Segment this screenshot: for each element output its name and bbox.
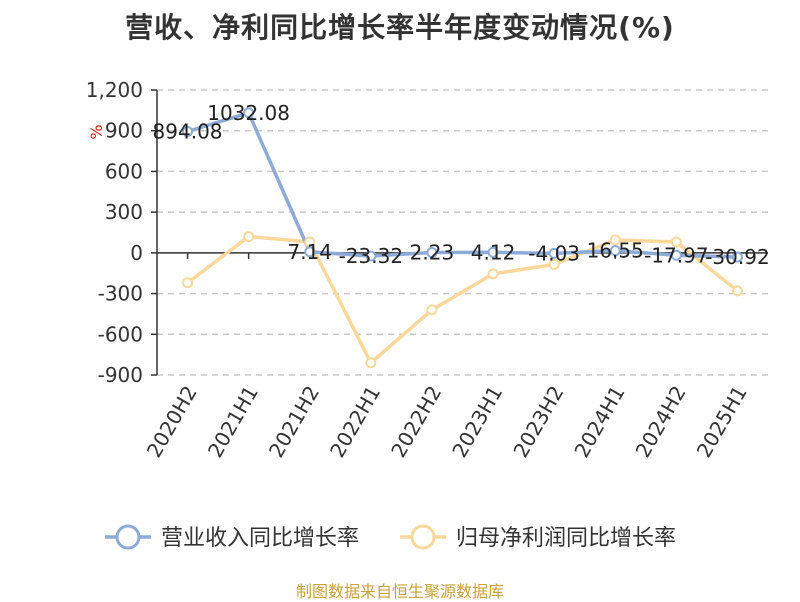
- legend-marker: [410, 524, 436, 550]
- data-point: [548, 247, 560, 259]
- data-label: 4.12: [471, 240, 516, 264]
- series-lines: [186, 111, 739, 365]
- y-tick-label: 300: [105, 200, 143, 224]
- data-point: [548, 258, 560, 270]
- data-label: 2.23: [410, 241, 455, 265]
- data-point: [243, 231, 255, 243]
- footer-source: 制图数据来自恒生聚源数据库: [295, 582, 504, 601]
- series-points: [182, 107, 743, 369]
- data-point: [670, 249, 682, 261]
- data-label: -30.92: [705, 245, 769, 269]
- x-tick-label: 2024H2: [631, 382, 691, 462]
- data-point: [304, 246, 316, 258]
- data-label: -4.03: [528, 241, 580, 265]
- data-point: [243, 107, 255, 119]
- series-line-1: [186, 234, 739, 365]
- data-label: 16.55: [587, 239, 644, 263]
- data-point: [487, 246, 499, 258]
- data-point: [182, 277, 194, 289]
- y-tick-label: -600: [98, 322, 143, 346]
- data-label: 7.14: [287, 240, 332, 264]
- x-tick-label: 2022H2: [386, 382, 446, 462]
- y-tick-label: 600: [105, 159, 143, 183]
- legend: 营业收入同比增长率 归母净利润同比增长率: [105, 524, 676, 551]
- x-tick-label: 2021H1: [203, 382, 263, 462]
- data-point: [731, 251, 743, 263]
- y-tick-label: -900: [98, 363, 143, 387]
- data-point: [609, 234, 621, 246]
- data-point: [487, 268, 499, 280]
- chart-title: 营收、净利同比增长率半年度变动情况(%): [125, 11, 675, 44]
- x-tick-label: 2021H2: [264, 382, 324, 462]
- legend-marker: [115, 524, 141, 550]
- y-tick-label: 0: [130, 241, 143, 265]
- data-label: -17.97: [644, 243, 708, 267]
- data-point: [426, 304, 438, 316]
- data-point: [365, 357, 377, 369]
- x-tick-label: 2024H1: [569, 382, 629, 462]
- data-label: 894.08: [153, 120, 223, 144]
- legend-label: 营业收入同比增长率: [161, 526, 359, 551]
- data-point: [670, 236, 682, 248]
- y-tick-label: 1,200: [86, 78, 143, 102]
- y-axis-unit-label: %: [87, 124, 106, 139]
- x-tick-label: 2023H2: [508, 382, 568, 462]
- data-point: [365, 250, 377, 262]
- x-tick-label: 2023H1: [447, 382, 507, 462]
- series-line-0: [187, 111, 738, 259]
- legend-label: 归母净利润同比增长率: [456, 526, 676, 551]
- data-point: [182, 126, 194, 138]
- y-tick-label: -300: [98, 282, 143, 306]
- data-label: 1032.08: [207, 101, 290, 125]
- data-point: [731, 285, 743, 297]
- grid-lines: [157, 89, 768, 376]
- x-tick-label: 2025H1: [692, 382, 752, 462]
- data-point: [609, 245, 621, 257]
- x-tick-label: 2020H2: [142, 382, 202, 462]
- y-tick-label: 900: [105, 119, 143, 143]
- data-point: [426, 247, 438, 259]
- x-tick-label: 2022H1: [325, 382, 385, 462]
- data-label: -23.32: [339, 244, 403, 268]
